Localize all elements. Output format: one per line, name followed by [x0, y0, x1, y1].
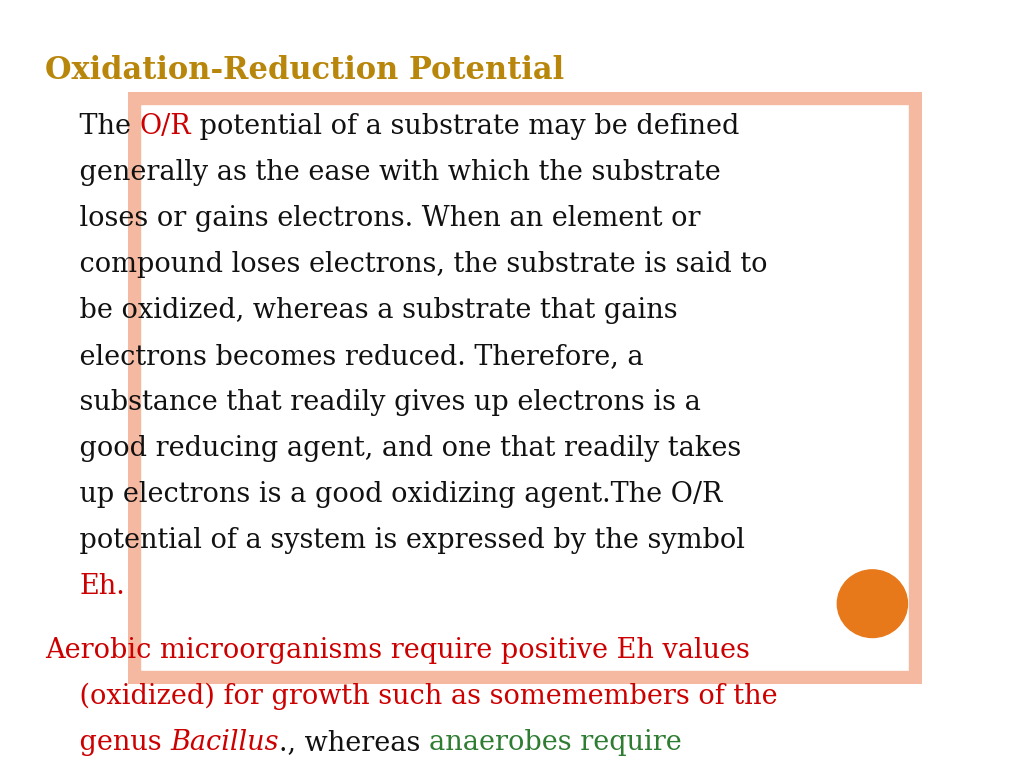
Text: Oxidation-Reduction Potential: Oxidation-Reduction Potential [45, 55, 564, 86]
Text: electrons becomes reduced. Therefore, a: electrons becomes reduced. Therefore, a [45, 343, 644, 370]
Bar [128, 92, 922, 104]
Text: anaerobes require: anaerobes require [429, 729, 682, 756]
Text: up electrons is a good oxidizing agent.The O/R: up electrons is a good oxidizing agent.T… [45, 481, 722, 508]
Text: O/R: O/R [139, 113, 191, 140]
Text: generally as the ease with which the substrate: generally as the ease with which the sub… [45, 159, 721, 186]
Text: genus: genus [45, 729, 170, 756]
Bar [909, 92, 922, 684]
Text: ., whereas: ., whereas [279, 729, 429, 756]
Text: good reducing agent, and one that readily takes: good reducing agent, and one that readil… [45, 435, 741, 462]
Bar [128, 92, 140, 684]
Text: Eh.: Eh. [80, 573, 125, 600]
Bar [128, 671, 922, 684]
Text: potential of a substrate may be defined: potential of a substrate may be defined [191, 113, 739, 140]
Text: Bacillus: Bacillus [170, 729, 279, 756]
Text: compound loses electrons, the substrate is said to: compound loses electrons, the substrate … [45, 251, 768, 278]
Text: The: The [45, 113, 139, 140]
Text: loses or gains electrons. When an element or: loses or gains electrons. When an elemen… [45, 205, 700, 232]
Text: be oxidized, whereas a substrate that gains: be oxidized, whereas a substrate that ga… [45, 297, 678, 324]
Text: Aerobic microorganisms require positive Eh values: Aerobic microorganisms require positive … [45, 637, 750, 664]
Text: potential of a system is expressed by the symbol: potential of a system is expressed by th… [45, 527, 744, 554]
Ellipse shape [838, 570, 907, 637]
Text: (oxidized) for growth such as somemembers of the: (oxidized) for growth such as somemember… [45, 683, 777, 710]
Text: substance that readily gives up electrons is a: substance that readily gives up electron… [45, 389, 700, 416]
